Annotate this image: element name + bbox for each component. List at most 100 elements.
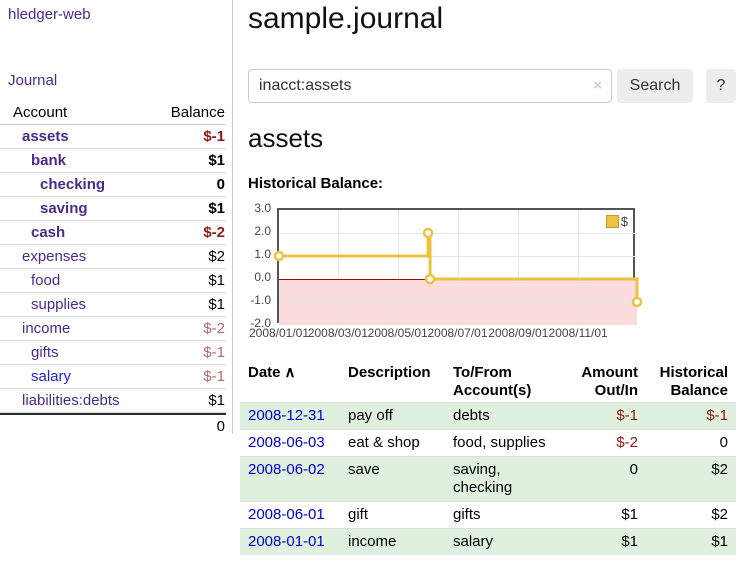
transaction-description-cell: gift xyxy=(348,506,369,523)
data-point xyxy=(422,227,434,239)
account-link[interactable]: gifts xyxy=(31,344,59,361)
search-input[interactable] xyxy=(248,69,612,103)
account-link[interactable]: liabilities:debts xyxy=(22,392,120,409)
account-link[interactable]: food xyxy=(31,272,61,289)
date-column-header[interactable]: Date ∧ xyxy=(248,364,296,381)
balance-column-header: Balance xyxy=(170,104,225,121)
account-row: supplies $1 xyxy=(0,293,226,317)
transaction-amount-cell: $-1 xyxy=(616,407,638,424)
amount-column-header: Amount Out/In xyxy=(581,364,638,399)
data-point xyxy=(631,296,643,308)
clear-search-icon[interactable]: × xyxy=(593,77,602,94)
transaction-row: 2008-06-03 eat & shop food, supplies $-2… xyxy=(240,429,736,457)
accounts-total-value: 0 xyxy=(216,418,225,435)
y-axis-tick-label: -2.0 xyxy=(250,316,271,330)
legend-swatch-icon xyxy=(605,215,619,228)
account-balance: $1 xyxy=(208,272,225,289)
transaction-description-cell: income xyxy=(348,533,397,550)
transaction-balance-cell: $2 xyxy=(711,461,728,478)
account-row: bank $1 xyxy=(0,149,226,173)
account-row: income $-2 xyxy=(0,317,226,341)
transaction-accounts-cell: saving, checking xyxy=(453,461,513,496)
account-row: expenses $2 xyxy=(0,245,226,269)
description-column-header: Description xyxy=(348,364,431,381)
page-title: sample.journal xyxy=(248,2,444,35)
transaction-description-cell: eat & shop xyxy=(348,434,420,451)
v-gridline xyxy=(457,210,459,325)
balance-column-header-main: Historical Balance xyxy=(659,364,728,399)
account-link[interactable]: expenses xyxy=(22,248,87,265)
transaction-date-cell: 2008-06-02 xyxy=(240,457,340,502)
search-button[interactable]: Search xyxy=(617,69,693,103)
account-link[interactable]: income xyxy=(22,320,71,337)
y-axis-tick-label: 1.0 xyxy=(254,247,271,261)
transaction-amount-cell: $-2 xyxy=(616,434,638,451)
transaction-accounts-cell: food, supplies xyxy=(453,434,546,451)
account-balance: $1 xyxy=(208,296,225,313)
transaction-accounts-cell: gifts xyxy=(453,506,481,523)
transaction-accounts-cell: debts xyxy=(453,407,490,424)
account-balance: $1 xyxy=(208,392,225,409)
data-point xyxy=(424,273,436,285)
account-link[interactable]: checking xyxy=(40,176,106,193)
transaction-date-cell: 2008-12-31 xyxy=(240,403,340,430)
transaction-balance-cell: $-1 xyxy=(706,407,728,424)
x-axis-tick-label: 2008/11/01 xyxy=(548,326,608,340)
account-balance: $-1 xyxy=(203,344,225,361)
sidebar-item-journal[interactable]: Journal xyxy=(8,72,58,89)
accounts-table-header: Account Balance xyxy=(0,101,226,125)
sort-ascending-icon: ∧ xyxy=(284,364,296,381)
transaction-date-link[interactable]: 2008-06-03 xyxy=(248,434,325,451)
account-balance: $-1 xyxy=(203,128,225,145)
account-link[interactable]: assets xyxy=(22,128,69,145)
transaction-date-cell: 2008-06-03 xyxy=(240,430,340,457)
chart-title: Historical Balance: xyxy=(248,175,384,192)
transaction-row: 2008-06-01 gift gifts $1 $2 xyxy=(240,501,736,529)
transaction-row: 2008-12-31 pay off debts $-1 $-1 xyxy=(240,402,736,430)
account-link[interactable]: bank xyxy=(31,152,67,169)
transaction-date-link[interactable]: 2008-12-31 xyxy=(248,407,325,424)
transaction-date-link[interactable]: 2008-01-01 xyxy=(248,533,325,550)
transaction-date-cell: 2008-06-01 xyxy=(240,502,340,529)
y-axis-tick-label: 3.0 xyxy=(254,201,271,215)
y-axis-tick-label: 0.0 xyxy=(254,270,271,284)
account-balance: $1 xyxy=(208,200,225,217)
search-box: × xyxy=(248,69,612,103)
account-balance: $-2 xyxy=(203,320,225,337)
account-column-header: Account xyxy=(13,104,68,121)
app-title-link[interactable]: hledger-web xyxy=(8,6,91,23)
x-axis-tick-label: 2008/01/01 xyxy=(248,326,310,340)
account-page-title: assets xyxy=(248,123,324,153)
accounts-total-row: 0 xyxy=(0,413,226,437)
transaction-date-link[interactable]: 2008-06-02 xyxy=(248,461,325,478)
account-link[interactable]: cash xyxy=(31,224,66,241)
account-link[interactable]: salary xyxy=(31,368,72,385)
account-row: food $1 xyxy=(0,269,226,293)
transaction-date-link[interactable]: 2008-06-01 xyxy=(248,506,325,523)
help-button[interactable]: ? xyxy=(706,69,736,103)
transaction-description-cell: pay off xyxy=(348,407,393,424)
balance-series xyxy=(273,227,643,308)
v-gridline xyxy=(397,210,399,325)
transactions-table: Date ∧ Description To/From Account(s) Amo… xyxy=(240,358,736,555)
account-row: saving $1 xyxy=(0,197,226,221)
x-axis-tick-label: 2008/09/01 xyxy=(488,326,549,340)
accounts-table: Account Balance assets $-1 bank $1 check… xyxy=(0,101,226,437)
main-content: sample.journal × Search ? assets Histori… xyxy=(240,0,742,582)
y-axis-tick-label: 2.0 xyxy=(254,224,271,238)
account-balance: $2 xyxy=(208,248,225,265)
account-balance: $-1 xyxy=(203,368,225,385)
transaction-balance-cell: 0 xyxy=(719,434,728,451)
transaction-amount-cell: $1 xyxy=(621,506,638,523)
legend-label: $ xyxy=(620,214,628,229)
account-row: checking 0 xyxy=(0,173,226,197)
account-link[interactable]: saving xyxy=(40,200,88,217)
account-balance: $1 xyxy=(208,152,225,169)
transaction-date-cell: 2008-01-01 xyxy=(240,529,340,556)
account-row: salary $-1 xyxy=(0,365,226,389)
transactions-header-row: Date ∧ Description To/From Account(s) Amo… xyxy=(240,358,736,403)
account-link[interactable]: supplies xyxy=(31,296,87,313)
accounts-column-header: To/From Account(s) xyxy=(453,364,532,399)
v-gridline xyxy=(578,210,580,325)
v-gridline xyxy=(337,210,339,325)
